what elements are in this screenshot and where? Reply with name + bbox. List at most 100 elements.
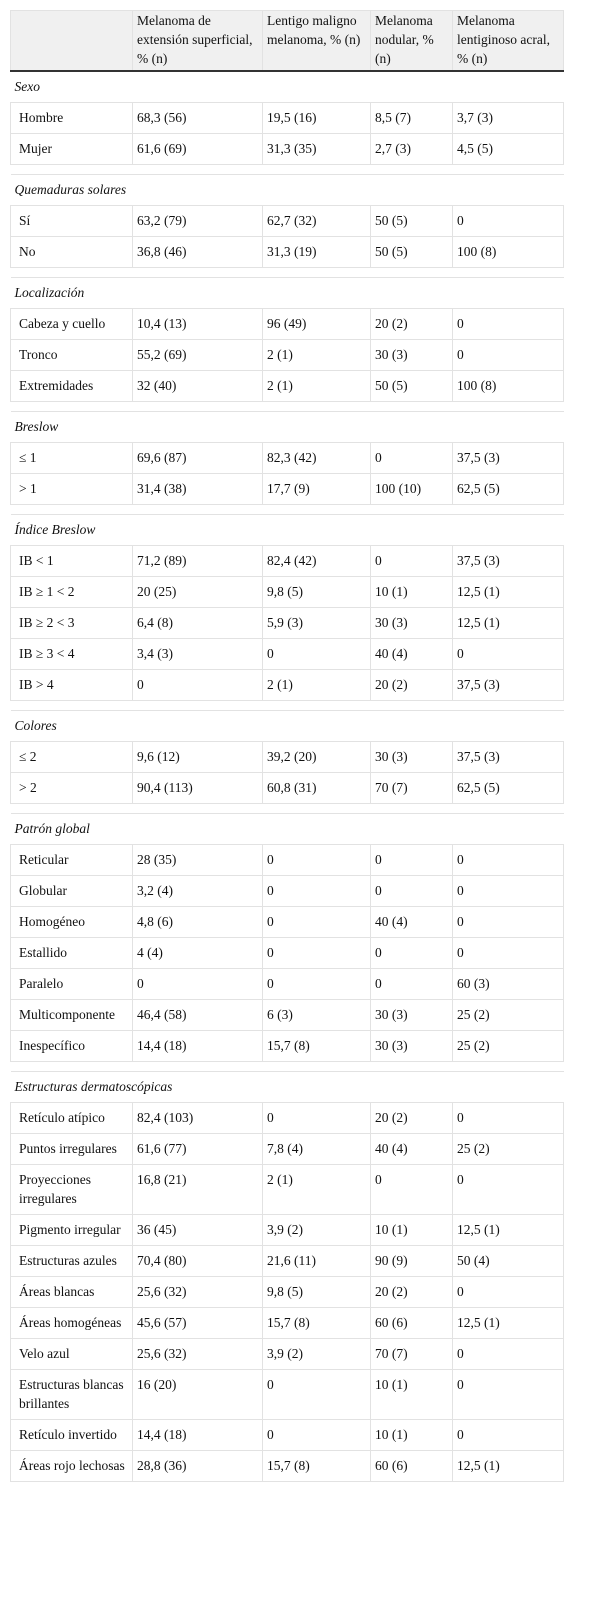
cell: 69,6 (87) — [132, 442, 263, 474]
row-label: Retículo invertido — [10, 1419, 133, 1451]
section-title: Patrón global — [10, 813, 564, 845]
cell: 60,8 (31) — [262, 772, 371, 804]
spacer-cell — [10, 1061, 564, 1072]
cell: 0 — [452, 1102, 564, 1134]
cell: 20 (2) — [370, 1276, 453, 1308]
cell: 12,5 (1) — [452, 1450, 564, 1482]
cell: 50 (4) — [452, 1245, 564, 1277]
cell: 15,7 (8) — [262, 1030, 371, 1062]
cell: 17,7 (9) — [262, 473, 371, 505]
row-label: Tronco — [10, 339, 133, 371]
spacer-row — [10, 803, 564, 814]
data-row: Estallido 4 (4) 0 0 0 — [10, 937, 564, 969]
row-label: Áreas rojo lechosas — [10, 1450, 133, 1482]
row-label: Cabeza y cuello — [10, 308, 133, 340]
cell: 0 — [370, 844, 453, 876]
data-row: Homogéneo 4,8 (6) 0 40 (4) 0 — [10, 906, 564, 938]
cell: 82,4 (42) — [262, 545, 371, 577]
data-row: No 36,8 (46) 31,3 (19) 50 (5) 100 (8) — [10, 236, 564, 268]
data-row: ≤ 2 9,6 (12) 39,2 (20) 30 (3) 37,5 (3) — [10, 741, 564, 773]
cell: 16,8 (21) — [132, 1164, 263, 1215]
cell: 0 — [262, 875, 371, 907]
row-label: Mujer — [10, 133, 133, 165]
row-label: Inespecífico — [10, 1030, 133, 1062]
row-label: IB > 4 — [10, 669, 133, 701]
cell: 70 (7) — [370, 772, 453, 804]
row-label: Homogéneo — [10, 906, 133, 938]
cell: 71,2 (89) — [132, 545, 263, 577]
data-row: Tronco 55,2 (69) 2 (1) 30 (3) 0 — [10, 339, 564, 371]
cell: 60 (6) — [370, 1307, 453, 1339]
row-label: > 1 — [10, 473, 133, 505]
spacer-cell — [10, 803, 564, 814]
section-title: Estructuras dermatoscópicas — [10, 1071, 564, 1103]
data-row: Retículo invertido 14,4 (18) 0 10 (1) 0 — [10, 1419, 564, 1451]
section-row: Breslow — [10, 411, 564, 443]
section-row: Localización — [10, 277, 564, 309]
spacer-row — [10, 504, 564, 515]
cell: 2 (1) — [262, 339, 371, 371]
cell: 0 — [452, 1369, 564, 1420]
cell: 0 — [452, 1338, 564, 1370]
cell: 4,5 (5) — [452, 133, 564, 165]
data-row: Velo azul 25,6 (32) 3,9 (2) 70 (7) 0 — [10, 1338, 564, 1370]
cell: 0 — [452, 844, 564, 876]
cell: 10 (1) — [370, 1419, 453, 1451]
cell: 63,2 (79) — [132, 205, 263, 237]
row-label: IB ≥ 3 < 4 — [10, 638, 133, 670]
section-title: Quemaduras solares — [10, 174, 564, 206]
data-row: Estructuras blancas brillantes 16 (20) 0 10… — [10, 1369, 564, 1420]
spacer-row — [10, 267, 564, 278]
cell: 9,8 (5) — [262, 1276, 371, 1308]
cell: 39,2 (20) — [262, 741, 371, 773]
table-wrap: Melanoma de extensión superficial, % (n)… — [10, 10, 564, 1482]
data-row: > 1 31,4 (38) 17,7 (9) 100 (10) 62,5 (5) — [10, 473, 564, 505]
cell: 60 (6) — [370, 1450, 453, 1482]
section-title: Localización — [10, 277, 564, 309]
cell: 36,8 (46) — [132, 236, 263, 268]
cell: 28 (35) — [132, 844, 263, 876]
cell: 82,4 (103) — [132, 1102, 263, 1134]
cell: 5,9 (3) — [262, 607, 371, 639]
column-header: Melanoma de extensión superficial, % (n) — [132, 10, 263, 72]
cell: 50 (5) — [370, 205, 453, 237]
cell: 0 — [452, 1276, 564, 1308]
row-label: ≤ 1 — [10, 442, 133, 474]
cell: 20 (2) — [370, 1102, 453, 1134]
cell: 3,2 (4) — [132, 875, 263, 907]
data-row: Extremidades 32 (40) 2 (1) 50 (5) 100 (8) — [10, 370, 564, 402]
spacer-cell — [10, 504, 564, 515]
cell: 100 (10) — [370, 473, 453, 505]
cell: 3,9 (2) — [262, 1338, 371, 1370]
data-row: Inespecífico 14,4 (18) 15,7 (8) 30 (3) 25 (2… — [10, 1030, 564, 1062]
cell: 12,5 (1) — [452, 576, 564, 608]
cell: 36 (45) — [132, 1214, 263, 1246]
data-row: > 2 90,4 (113) 60,8 (31) 70 (7) 62,5 (5) — [10, 772, 564, 804]
cell: 0 — [452, 339, 564, 371]
spacer-cell — [10, 700, 564, 711]
section-title: Sexo — [10, 70, 564, 103]
cell: 6 (3) — [262, 999, 371, 1031]
cell: 0 — [132, 669, 263, 701]
cell: 15,7 (8) — [262, 1307, 371, 1339]
cell: 40 (4) — [370, 906, 453, 938]
data-row: Áreas blancas 25,6 (32) 9,8 (5) 20 (2) 0 — [10, 1276, 564, 1308]
cell: 3,9 (2) — [262, 1214, 371, 1246]
cell: 0 — [262, 906, 371, 938]
header-row: Melanoma de extensión superficial, % (n)… — [10, 10, 564, 72]
section-title: Índice Breslow — [10, 514, 564, 546]
cell: 37,5 (3) — [452, 545, 564, 577]
data-row: Hombre 68,3 (56) 19,5 (16) 8,5 (7) 3,7 (3) — [10, 102, 564, 134]
data-row: IB ≥ 3 < 4 3,4 (3) 0 40 (4) 0 — [10, 638, 564, 670]
cell: 32 (40) — [132, 370, 263, 402]
row-label: Proyecciones irregulares — [10, 1164, 133, 1215]
data-row: Retículo atípico 82,4 (103) 0 20 (2) 0 — [10, 1102, 564, 1134]
row-label: ≤ 2 — [10, 741, 133, 773]
data-row: Áreas rojo lechosas 28,8 (36) 15,7 (8) 60 (… — [10, 1450, 564, 1482]
cell: 0 — [452, 906, 564, 938]
table-head: Melanoma de extensión superficial, % (n)… — [10, 10, 564, 72]
cell: 10 (1) — [370, 576, 453, 608]
cell: 55,2 (69) — [132, 339, 263, 371]
row-label: Retículo atípico — [10, 1102, 133, 1134]
